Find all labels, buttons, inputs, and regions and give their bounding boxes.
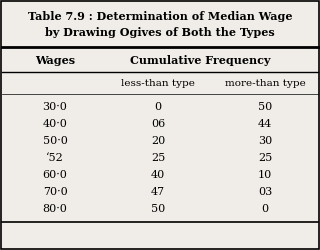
Text: 47: 47 (151, 187, 165, 197)
Text: 20: 20 (151, 136, 165, 146)
Text: by Drawing Ogives of Both the Types: by Drawing Ogives of Both the Types (45, 28, 275, 38)
Text: Wages: Wages (35, 54, 75, 66)
Text: 0: 0 (155, 102, 162, 112)
Text: 30: 30 (258, 136, 272, 146)
Text: 80·0: 80·0 (43, 204, 68, 214)
Text: 06: 06 (151, 119, 165, 129)
Text: 25: 25 (151, 153, 165, 163)
Text: 40: 40 (151, 170, 165, 180)
Text: 50·0: 50·0 (43, 136, 68, 146)
Text: 10: 10 (258, 170, 272, 180)
Text: 50: 50 (151, 204, 165, 214)
Text: less-than type: less-than type (121, 78, 195, 88)
Text: Table 7.9 : Determination of Median Wage: Table 7.9 : Determination of Median Wage (28, 12, 292, 22)
Text: 0: 0 (261, 204, 268, 214)
Text: 30·0: 30·0 (43, 102, 68, 112)
Text: 25: 25 (258, 153, 272, 163)
Text: more-than type: more-than type (225, 78, 305, 88)
Text: 50: 50 (258, 102, 272, 112)
Text: 44: 44 (258, 119, 272, 129)
Text: 60·0: 60·0 (43, 170, 68, 180)
Text: 03: 03 (258, 187, 272, 197)
Text: Cumulative Frequency: Cumulative Frequency (130, 54, 270, 66)
Text: 70·0: 70·0 (43, 187, 68, 197)
Text: ‘52: ‘52 (46, 153, 64, 163)
Text: 40·0: 40·0 (43, 119, 68, 129)
